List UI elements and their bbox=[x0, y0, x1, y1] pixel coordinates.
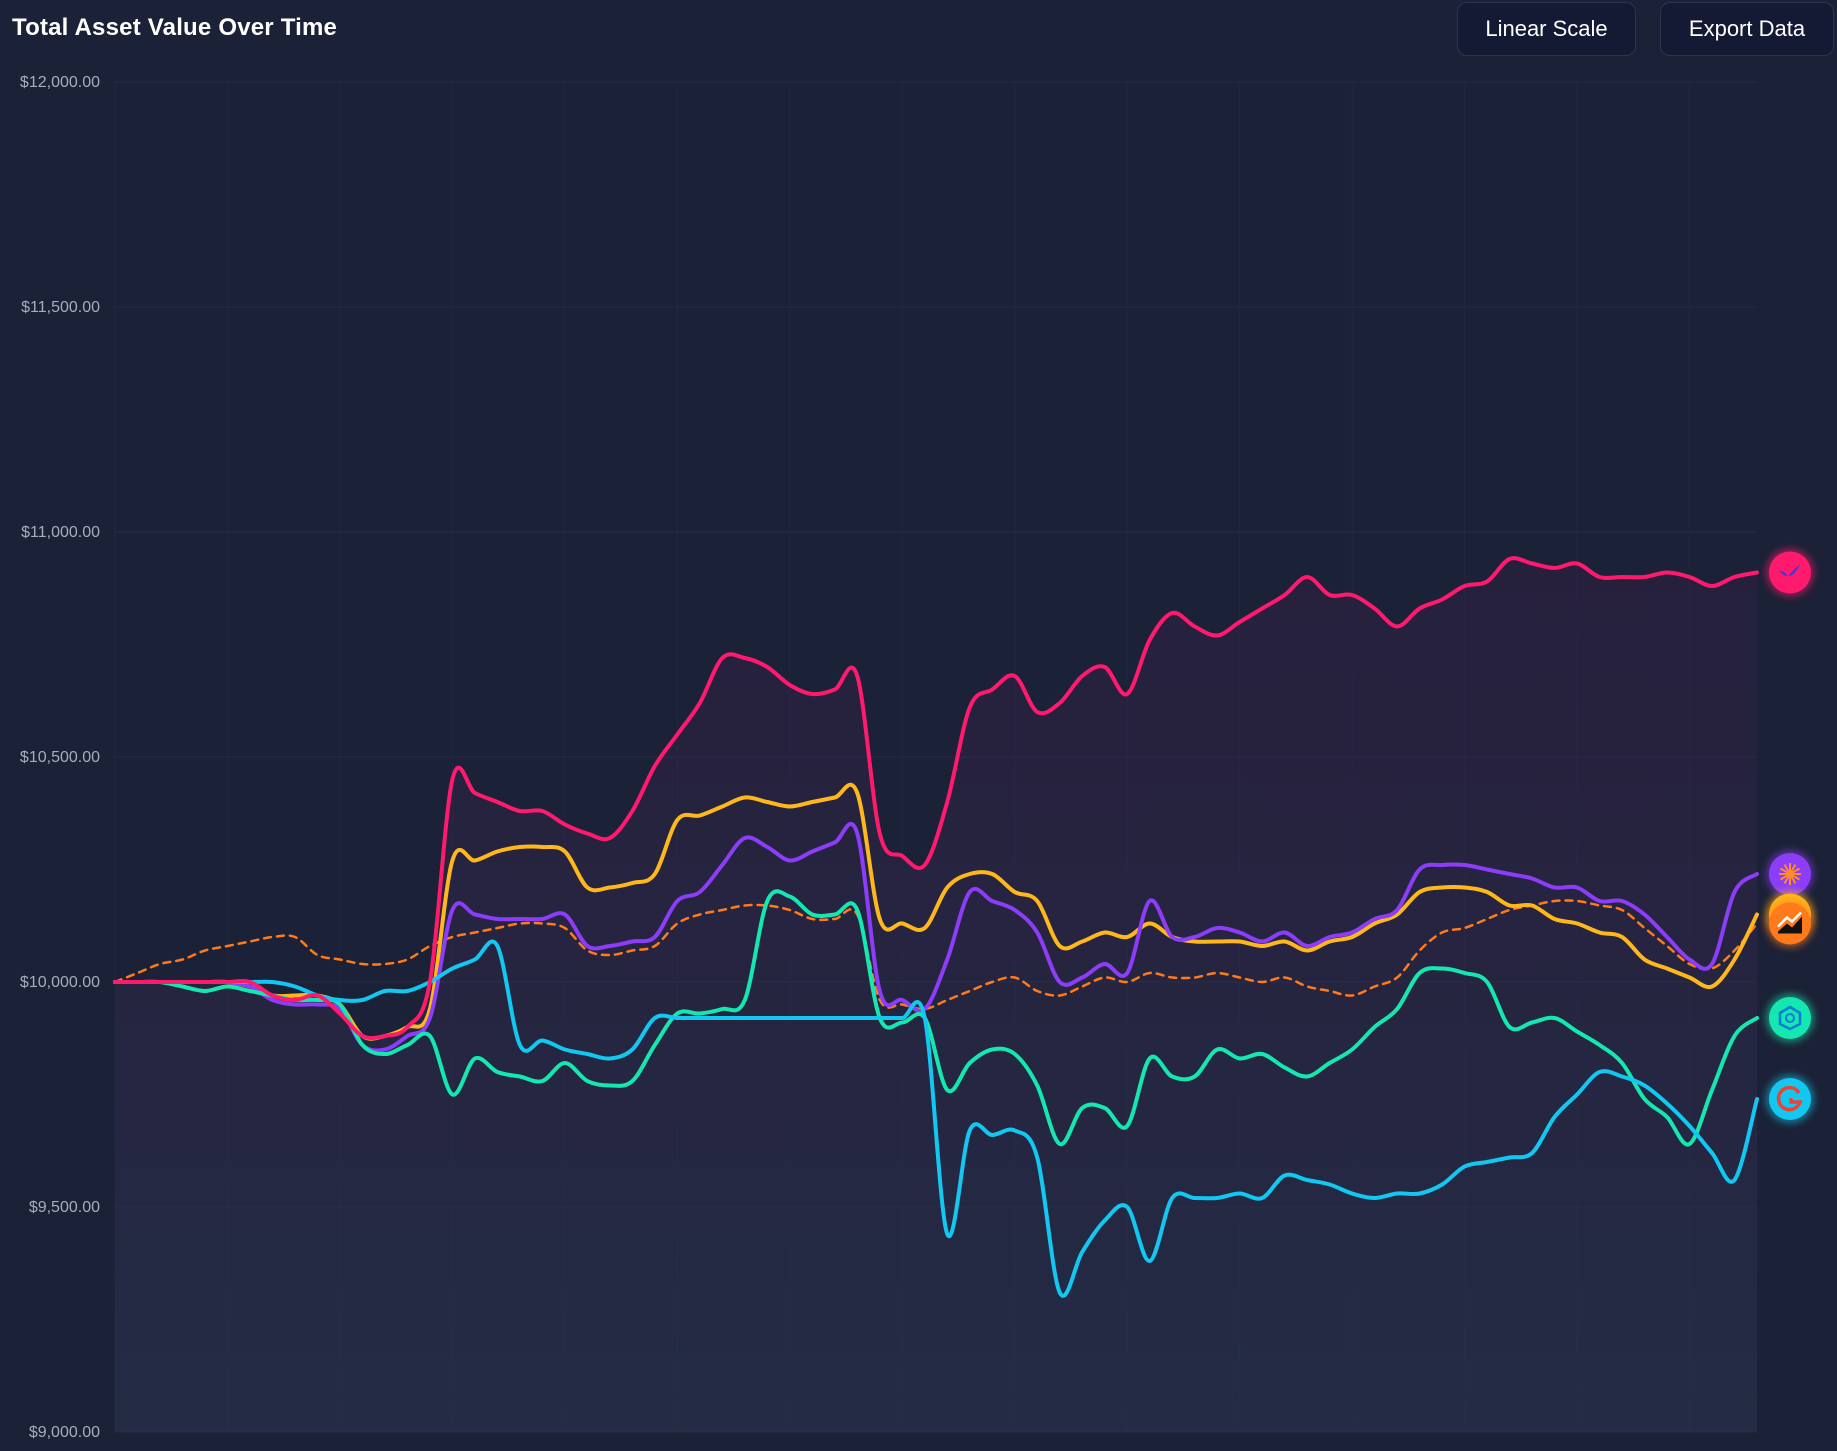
export-data-button[interactable]: Export Data bbox=[1660, 2, 1834, 56]
y-axis: $9,000.00 $9,500.00 $10,000.00 $10,500.00 $1… bbox=[20, 74, 100, 1441]
marker-circle bbox=[1769, 551, 1811, 594]
marker-circle bbox=[1769, 902, 1811, 945]
google-glyph bbox=[1776, 1085, 1803, 1112]
series-line bbox=[113, 899, 1759, 1011]
google-icon[interactable] bbox=[1766, 1075, 1814, 1123]
marker-circle bbox=[1769, 997, 1811, 1039]
trend-arrow bbox=[1777, 911, 1802, 928]
series-line bbox=[113, 939, 1759, 1298]
series-lines bbox=[113, 556, 1759, 1298]
y-tick-label: $11,500.00 bbox=[21, 299, 100, 316]
trend-icon[interactable] bbox=[1766, 899, 1814, 948]
sun-ray bbox=[1789, 867, 1801, 875]
y-tick-label: $9,000.00 bbox=[29, 1424, 100, 1441]
series-line bbox=[113, 889, 1759, 1147]
series-line bbox=[113, 822, 1759, 1053]
y-tick-label: $11,000.00 bbox=[21, 524, 100, 541]
area-under-top-series bbox=[115, 558, 1757, 1432]
y-tick-label: $10,000.00 bbox=[20, 974, 100, 991]
chart-title: Total Asset Value Over Time bbox=[12, 14, 338, 41]
openai-glyph bbox=[1778, 1005, 1802, 1031]
openai-core bbox=[1785, 1013, 1795, 1023]
linear-scale-button[interactable]: Linear Scale bbox=[1457, 2, 1636, 56]
bird-icon[interactable] bbox=[1766, 548, 1814, 597]
bird-glyph bbox=[1779, 564, 1800, 577]
y-tick-label: $9,500.00 bbox=[29, 1199, 100, 1216]
series-line bbox=[113, 556, 1759, 1041]
series-end-markers[interactable] bbox=[1766, 548, 1814, 1124]
trend-glyph bbox=[1778, 916, 1802, 934]
sun-icon[interactable] bbox=[1766, 850, 1814, 898]
area-fill bbox=[115, 558, 1757, 1432]
y-tick-label: $10,500.00 bbox=[20, 749, 100, 766]
openai-icon[interactable] bbox=[1766, 994, 1814, 1042]
y-tick-label: $12,000.00 bbox=[20, 74, 100, 91]
